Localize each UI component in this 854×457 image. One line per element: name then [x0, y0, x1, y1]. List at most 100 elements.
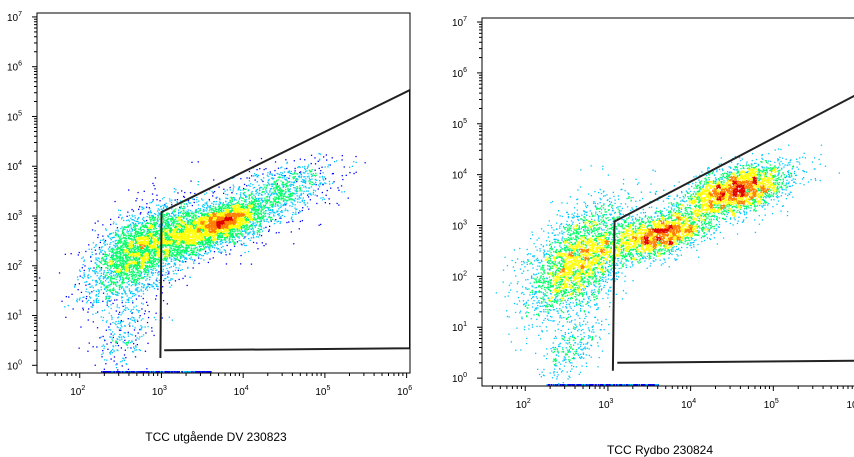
data-point	[244, 232, 247, 234]
data-point	[156, 247, 159, 249]
data-point	[142, 244, 144, 246]
data-point	[76, 298, 78, 300]
data-point	[94, 249, 97, 251]
data-point	[133, 264, 135, 266]
data-point	[175, 220, 178, 222]
data-point	[135, 305, 138, 307]
data-point	[205, 238, 207, 240]
data-point	[124, 273, 126, 275]
data-point	[165, 222, 167, 224]
data-point	[179, 225, 181, 228]
data-point	[119, 277, 121, 279]
data-point	[183, 250, 185, 252]
data-point	[209, 244, 212, 246]
data-point	[88, 299, 90, 301]
data-point	[183, 255, 185, 257]
data-point	[242, 233, 244, 235]
data-point	[181, 260, 183, 262]
data-point	[153, 224, 156, 226]
data-point	[155, 258, 158, 260]
data-point	[150, 220, 152, 222]
data-point	[124, 292, 126, 294]
data-point	[206, 214, 208, 217]
data-point	[229, 253, 231, 255]
data-point	[180, 244, 182, 246]
data-point	[119, 209, 122, 212]
data-point	[118, 259, 120, 262]
data-point	[250, 202, 252, 204]
data-point	[150, 260, 152, 262]
data-point	[141, 223, 143, 225]
data-point	[127, 211, 129, 213]
data-point	[239, 220, 241, 222]
data-point	[107, 276, 109, 278]
data-point	[149, 266, 151, 268]
data-point	[176, 256, 178, 258]
data-point	[115, 229, 117, 232]
data-point	[182, 239, 184, 241]
data-point	[134, 276, 136, 279]
data-point	[111, 255, 113, 257]
data-point	[111, 278, 114, 280]
data-point	[186, 203, 188, 206]
data-point	[139, 266, 141, 268]
data-point	[135, 274, 138, 276]
data-point	[229, 216, 231, 218]
data-point	[128, 283, 130, 285]
data-point	[138, 236, 140, 238]
data-point	[155, 213, 157, 215]
data-point	[238, 229, 240, 231]
data-point	[128, 297, 130, 299]
data-point	[186, 227, 189, 230]
data-point	[142, 290, 144, 292]
data-point	[119, 311, 121, 313]
data-point	[169, 257, 171, 259]
data-point	[146, 242, 148, 244]
data-point	[174, 214, 176, 216]
data-point	[122, 244, 124, 246]
data-point	[176, 251, 178, 253]
data-point	[135, 230, 138, 232]
data-point	[175, 254, 177, 257]
data-point	[234, 238, 236, 240]
data-point	[116, 252, 118, 254]
data-point	[182, 217, 184, 219]
data-point	[242, 235, 244, 237]
data-point	[154, 264, 156, 266]
data-point	[125, 263, 127, 265]
data-point	[167, 243, 169, 245]
data-point	[117, 248, 119, 250]
data-point	[120, 248, 123, 251]
data-point	[256, 236, 258, 238]
data-point	[237, 232, 239, 235]
data-point	[286, 221, 288, 224]
data-point	[234, 214, 236, 216]
data-point	[93, 267, 95, 269]
data-point	[124, 291, 126, 293]
data-point	[101, 310, 103, 312]
data-point	[131, 269, 133, 271]
data-point	[112, 271, 115, 274]
data-point	[223, 223, 225, 225]
data-point	[112, 260, 114, 263]
data-point	[119, 270, 122, 272]
data-point	[176, 258, 178, 260]
data-point	[242, 205, 244, 207]
data-point	[200, 258, 202, 260]
data-point	[130, 275, 133, 278]
data-point	[141, 232, 143, 234]
data-point	[118, 241, 120, 243]
data-point	[85, 284, 87, 286]
data-point	[109, 265, 111, 267]
data-point	[112, 288, 114, 290]
data-point	[166, 255, 168, 257]
data-point	[268, 214, 271, 216]
data-point	[195, 241, 197, 244]
data-point	[143, 236, 146, 238]
data-point	[151, 218, 154, 220]
data-point	[129, 271, 131, 273]
data-point	[138, 228, 140, 230]
data-point	[179, 260, 181, 262]
data-point	[166, 220, 169, 222]
data-point	[144, 272, 146, 274]
